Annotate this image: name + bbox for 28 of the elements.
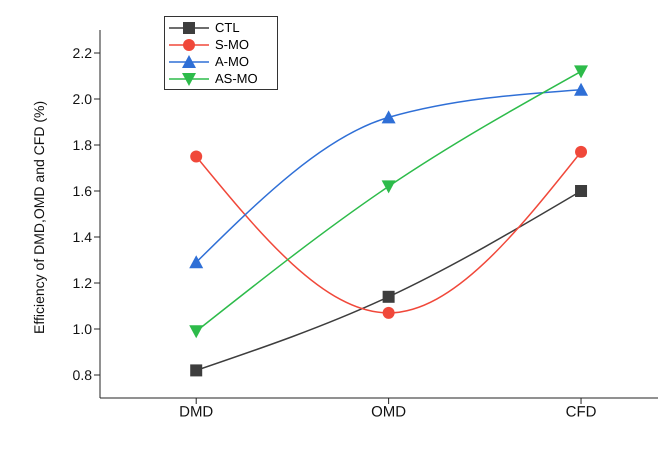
point bbox=[382, 306, 395, 319]
y-tick-label: 1.8 bbox=[72, 136, 92, 153]
y-tick-label: 1.2 bbox=[72, 274, 92, 291]
point bbox=[190, 150, 202, 162]
y-axis-title: Efficiency of DMD,OMD and CFD (%) bbox=[30, 100, 47, 334]
y-tick-label: 1.6 bbox=[72, 182, 92, 199]
legend-label: AS-MO bbox=[215, 71, 258, 86]
point bbox=[382, 290, 395, 303]
y-tick-label: 1.4 bbox=[72, 228, 92, 245]
point bbox=[189, 255, 204, 268]
point bbox=[575, 185, 588, 197]
y-tick-label: 2.0 bbox=[72, 90, 92, 107]
y-tick-label: 2.2 bbox=[72, 44, 92, 61]
legend-label: CTL bbox=[215, 20, 240, 35]
point bbox=[189, 325, 204, 338]
x-tick-label: DMD bbox=[179, 404, 214, 421]
point bbox=[574, 82, 588, 96]
x-tick-label: OMD bbox=[371, 404, 406, 421]
y-tick-label: 1.0 bbox=[72, 320, 92, 337]
legend-label: A-MO bbox=[215, 54, 249, 69]
x-tick-label: CFD bbox=[566, 404, 597, 421]
point bbox=[574, 65, 588, 78]
point bbox=[382, 110, 396, 124]
y-tick-label: 0.8 bbox=[72, 366, 92, 383]
point bbox=[190, 364, 202, 376]
point bbox=[575, 146, 588, 158]
point bbox=[382, 180, 396, 194]
legend-label: S-MO bbox=[215, 37, 249, 52]
